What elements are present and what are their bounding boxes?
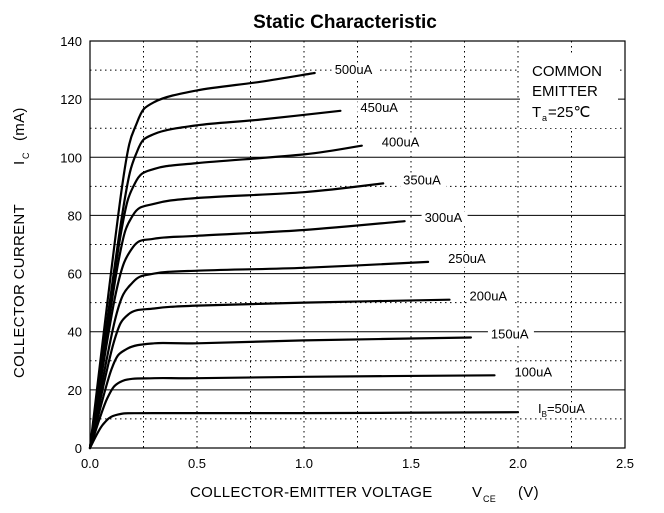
curve-label-400uA: 400uA bbox=[382, 135, 420, 150]
curve-label-background bbox=[487, 327, 534, 343]
curve-label-background bbox=[445, 251, 492, 267]
curve-label-background bbox=[331, 62, 378, 78]
annotation-line1: COMMON bbox=[532, 63, 602, 80]
curve-ib-250uA bbox=[88, 260, 430, 450]
y-tick-label: 40 bbox=[68, 325, 82, 340]
y-tick-label: 0 bbox=[75, 441, 82, 456]
curve-ib-150uA bbox=[88, 336, 472, 450]
chart-title: Static Characteristic bbox=[253, 12, 437, 33]
x-tick-labels: 0.0 0.5 1.0 1.5 2.0 2.5 bbox=[81, 456, 634, 471]
x-tick-label: 1.0 bbox=[295, 456, 313, 471]
x-tick-label: 0.0 bbox=[81, 456, 99, 471]
curve-label-100uA: 100uA bbox=[514, 364, 552, 379]
annotation-temp-subscript: a bbox=[542, 113, 547, 123]
y-tick-label: 20 bbox=[68, 383, 82, 398]
curve-labels: 500uA 450uA 400uA 350uA 300uA 250uA 200uA 150uA… bbox=[331, 62, 597, 419]
y-axis-label: COLLECTOR CURRENT I C (mA) bbox=[11, 107, 31, 378]
x-axis-label-main: COLLECTOR-EMITTER VOLTAGE bbox=[190, 484, 433, 501]
y-axis-label-subscript: C bbox=[21, 152, 31, 159]
curve-label-background bbox=[357, 100, 404, 116]
curve-ib-50uA bbox=[88, 411, 520, 450]
y-tick-label: 140 bbox=[60, 34, 82, 49]
y-axis-label-main: COLLECTOR CURRENT bbox=[11, 204, 28, 378]
curve-label-350uA: 350uA bbox=[403, 172, 441, 187]
y-tick-labels: 0 20 40 60 80 100 120 140 bbox=[60, 34, 82, 456]
curve-label-background bbox=[535, 402, 597, 418]
y-tick-label: 100 bbox=[60, 150, 82, 165]
condition-annotation: COMMON EMITTER T a =25℃ bbox=[520, 56, 618, 128]
x-tick-label: 1.5 bbox=[402, 456, 420, 471]
y-axis-label-unit: (mA) bbox=[11, 107, 28, 141]
curve-ib-400uA bbox=[88, 144, 363, 450]
curve-label-500uA: 500uA bbox=[335, 62, 373, 77]
annotation-background bbox=[520, 56, 618, 128]
curve-label-150uA: 150uA bbox=[491, 327, 529, 342]
curve-ib-100uA bbox=[88, 374, 496, 450]
curve-ib-200uA bbox=[88, 298, 451, 450]
curve-label-450uA: 450uA bbox=[360, 100, 398, 115]
curve-label-background bbox=[400, 173, 447, 189]
annotation-temp-value: =25℃ bbox=[548, 104, 590, 121]
x-axis-label: COLLECTOR-EMITTER VOLTAGE V CE (V) bbox=[190, 484, 539, 504]
x-tick-label: 0.5 bbox=[188, 456, 206, 471]
curve-label-200uA: 200uA bbox=[470, 289, 508, 304]
curve-label-background bbox=[378, 135, 425, 151]
x-axis-label-symbol: V bbox=[472, 484, 482, 501]
x-axis-label-subscript: CE bbox=[483, 494, 496, 504]
x-axis-label-unit: (V) bbox=[518, 484, 539, 501]
x-tick-label: 2.5 bbox=[616, 456, 634, 471]
y-axis-label-symbol: I bbox=[11, 161, 28, 165]
annotation-line2: EMITTER bbox=[532, 83, 598, 100]
y-tick-label: 120 bbox=[60, 92, 82, 107]
curve-label-300uA: 300uA bbox=[425, 210, 463, 225]
annotation-temp-symbol: T bbox=[532, 104, 541, 121]
curve-ib-350uA bbox=[88, 182, 385, 450]
curve-label-background bbox=[511, 365, 558, 381]
curves bbox=[88, 71, 520, 450]
y-tick-label: 60 bbox=[68, 267, 82, 282]
curve-label-250uA: 250uA bbox=[448, 251, 486, 266]
curve-label-50uA: IB=50uA bbox=[538, 401, 585, 419]
y-tick-label: 80 bbox=[68, 208, 82, 223]
x-tick-label: 2.0 bbox=[509, 456, 527, 471]
curve-ib-500uA bbox=[88, 71, 316, 450]
plot-frame bbox=[89, 40, 626, 449]
curve-ib-300uA bbox=[88, 220, 406, 450]
curve-label-background bbox=[466, 289, 513, 305]
curve-label-background bbox=[421, 211, 468, 227]
